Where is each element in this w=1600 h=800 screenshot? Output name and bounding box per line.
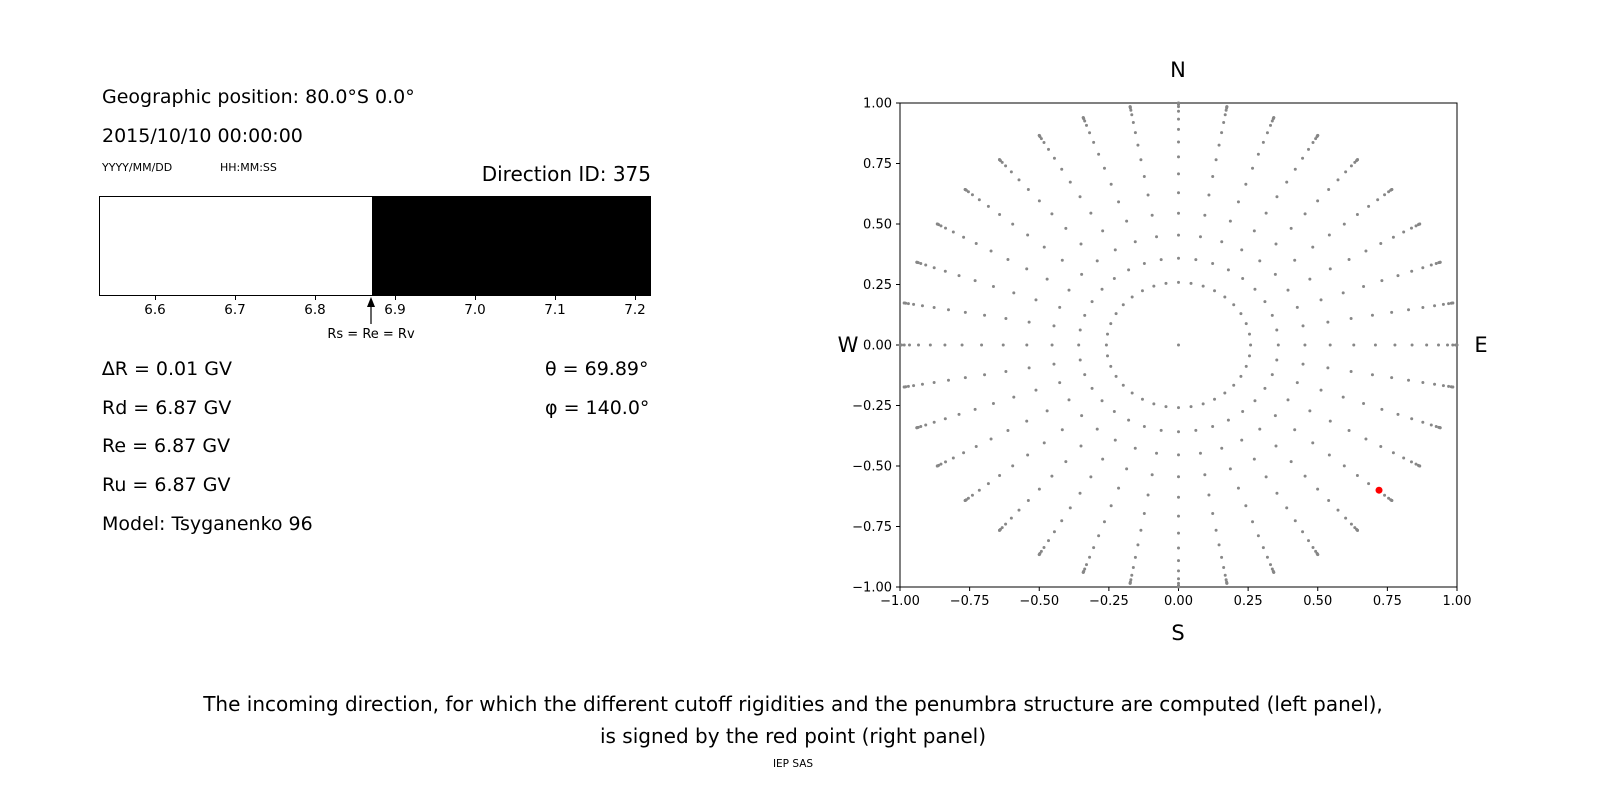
svg-text:1.00: 1.00 <box>863 97 892 112</box>
theta-value: θ = 69.89° <box>545 358 649 380</box>
geographic-position: Geographic position: 80.0°S 0.0° <box>102 86 415 108</box>
svg-text:0.00: 0.00 <box>863 339 892 354</box>
x-tick-label: 6.6 <box>144 302 166 318</box>
compass-label-east: E <box>1474 333 1488 357</box>
x-tick-label: 6.7 <box>224 302 246 318</box>
red-point <box>1375 486 1383 494</box>
penumbra-axis: 6.6 6.7 6.8 6.9 7.0 7.1 7.2 <box>99 196 651 356</box>
x-tick-mark <box>635 296 636 300</box>
svg-text:−0.50: −0.50 <box>852 460 892 475</box>
svg-text:0.00: 0.00 <box>1164 594 1193 609</box>
direction-dots <box>898 101 1459 589</box>
compass-label-west: W <box>837 333 859 357</box>
delta-r-value: ∆R = 0.01 GV <box>102 358 232 380</box>
svg-text:−0.75: −0.75 <box>852 520 892 535</box>
penumbra-region <box>100 197 372 295</box>
caption-line-2: is signed by the red point (right panel) <box>599 724 987 748</box>
svg-text:0.50: 0.50 <box>863 218 892 233</box>
x-tick-label: 6.9 <box>384 302 406 318</box>
x-tick-mark <box>155 296 156 300</box>
figure-caption: The incoming direction, for which the di… <box>0 688 1586 770</box>
x-tick-mark <box>315 296 316 300</box>
x-axis-ticks: −1.00 −0.75 −0.50 −0.25 0.00 0.25 0.50 0.75 1.00 <box>880 587 1471 609</box>
x-tick-label: 7.0 <box>464 302 486 318</box>
svg-text:−0.25: −0.25 <box>1089 594 1129 609</box>
y-axis-ticks: −1.00 −0.75 −0.50 −0.25 0.00 0.25 0.50 0.75 1.00 <box>852 97 900 596</box>
compass-label-north: N <box>1170 58 1186 82</box>
svg-text:−0.75: −0.75 <box>950 594 990 609</box>
x-tick-mark <box>555 296 556 300</box>
direction-id: Direction ID: 375 <box>481 162 651 186</box>
x-tick-mark <box>235 296 236 300</box>
x-tick-label: 7.1 <box>544 302 566 318</box>
compass-label-south: S <box>1171 621 1185 645</box>
phi-value: φ = 140.0° <box>545 397 650 419</box>
svg-text:0.50: 0.50 <box>1303 594 1332 609</box>
penumbra-bar <box>99 196 651 296</box>
caption-line-1: The incoming direction, for which the di… <box>203 692 1383 716</box>
datetime-value: 2015/10/10 00:00:00 <box>102 125 303 147</box>
ru-value: Ru = 6.87 GV <box>102 474 231 496</box>
svg-text:−1.00: −1.00 <box>880 594 920 609</box>
re-value: Re = 6.87 GV <box>102 435 231 457</box>
x-tick-label: 7.2 <box>624 302 646 318</box>
svg-text:0.25: 0.25 <box>1234 594 1263 609</box>
svg-text:−1.00: −1.00 <box>852 581 892 596</box>
svg-text:0.25: 0.25 <box>863 278 892 293</box>
model-label: Model: Tsyganenko 96 <box>102 513 313 535</box>
credit-label: IEP SAS <box>772 758 814 770</box>
time-format-label: HH:MM:SS <box>220 161 277 174</box>
x-tick-mark <box>395 296 396 300</box>
rd-value: Rd = 6.87 GV <box>102 397 232 419</box>
svg-text:−0.50: −0.50 <box>1019 594 1059 609</box>
penumbra-chart: 6.6 6.7 6.8 6.9 7.0 7.1 7.2 Rs = Re = Rv <box>99 196 651 356</box>
cutoff-arrow-label: Rs = Re = Rv <box>327 327 415 342</box>
date-format-label: YYYY/MM/DD <box>102 161 173 174</box>
x-tick-mark <box>475 296 476 300</box>
penumbra-region <box>372 197 650 295</box>
x-tick-label: 6.8 <box>304 302 326 318</box>
cutoff-arrow-icon <box>367 297 375 324</box>
svg-text:1.00: 1.00 <box>1443 594 1472 609</box>
direction-map: −1.00 −0.75 −0.50 −0.25 0.00 0.25 0.50 0.75 1.00… <box>852 97 1471 610</box>
svg-text:0.75: 0.75 <box>1373 594 1402 609</box>
svg-text:−0.25: −0.25 <box>852 399 892 414</box>
svg-text:0.75: 0.75 <box>863 157 892 172</box>
